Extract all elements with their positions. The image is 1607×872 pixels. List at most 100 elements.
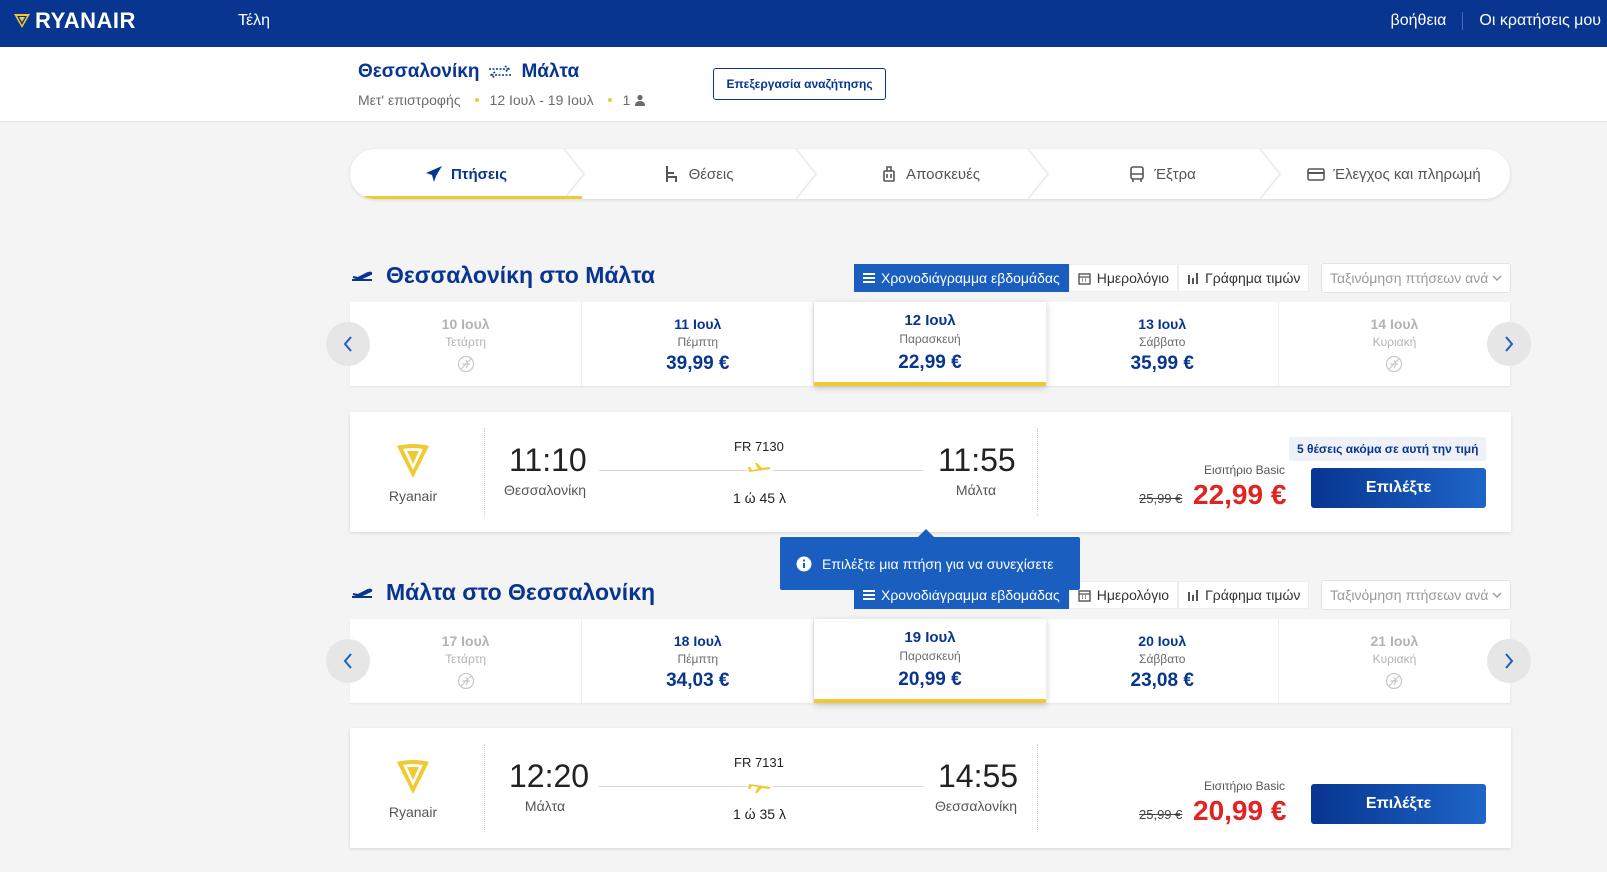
search-summary: Θεσσαλονίκη Μάλτα Μετ' επιστροφής 12 Ιου… [0,47,1607,122]
date-cell[interactable]: 18 Ιουλ Πέμπτη 34,03 € [582,619,815,703]
date-label: 17 Ιουλ [441,633,490,649]
airline-name: Ryanair [388,804,438,820]
date-cell-selected[interactable]: 19 Ιουλ Παρασκευή 20,99 € [814,619,1047,703]
chevron-down-icon [1492,275,1502,281]
ryanair-logo[interactable]: RYANAIR [12,8,136,34]
date-price: 39,99 € [666,353,730,374]
tab-calendar[interactable]: Ημερολόγιο [1068,581,1179,609]
sort-placeholder: Ταξινόμηση πτήσεων ανά [1330,587,1489,603]
chevron-left-icon [343,336,352,352]
step-label: Έλεγχος και πληρωμή [1333,165,1481,183]
airline-info: Ryanair [370,756,456,820]
flight-number: FR 7130 [734,439,784,454]
chevron-right-icon [1505,336,1514,352]
round-trip-arrows-icon [489,65,512,79]
old-price: 25,99 € [1139,807,1183,822]
harp-logo-icon [14,14,30,28]
top-navigation-bar: RYANAIR Τέλη βοήθεια Οι κρατήσεις μου [0,0,1607,47]
step-checkout[interactable]: Έλεγχος και πληρωμή [1278,149,1510,199]
ticket-type: Εισιτήριο Basic [1204,779,1285,793]
origin-city: Θεσσαλονίκη [358,61,480,82]
bar-chart-icon [1188,273,1199,284]
tab-price-chart[interactable]: Γράφημα τιμών [1178,581,1310,609]
step-label: Αποσκευές [905,165,981,183]
date-label: 12 Ιουλ [904,312,956,329]
section-title-text: Θεσσαλονίκη στο Μάλτα [386,262,656,288]
weekday-label: Τετάρτη [445,335,487,349]
top-right-links: βοήθεια Οι κρατήσεις μου [1391,12,1607,30]
date-cell[interactable]: 11 Ιουλ Πέμπτη 39,99 € [582,302,815,386]
flight-duration: 1 ώ 45 λ [733,490,786,506]
step-label: Πτήσεις [450,165,508,183]
flight-plane-icon [747,462,773,478]
ryanair-harp-icon [397,444,429,478]
tab-week-schedule[interactable]: Χρονοδιάγραμμα εβδομάδας [854,264,1069,292]
card-divider [484,428,485,516]
weekday-label: Πέμπτη [677,652,719,666]
date-cell[interactable]: 13 Ιουλ Σάββατο 35,99 € [1047,302,1279,386]
luggage-icon [880,165,898,183]
arrival-city: Θεσσαλονίκη [935,798,1017,814]
flight-price: 20,99 € [1193,795,1287,826]
date-cell: 10 Ιουλ Τετάρτη [350,302,583,386]
outbound-view-tabs: Χρονοδιάγραμμα εβδομάδας Ημερολόγιο Γράφ… [854,264,1310,292]
step-luggage[interactable]: Αποσκευές [814,149,1050,199]
weekday-label: Τετάρτη [445,652,487,666]
chevron-down-icon [1492,592,1502,598]
trip-dates: 12 Ιουλ - 19 Ιουλ [489,92,594,108]
card-icon [1307,165,1326,183]
card-divider [1037,744,1038,832]
flight-number: FR 7131 [734,755,784,770]
date-label: 13 Ιουλ [1138,316,1187,332]
carousel-prev-button[interactable] [326,639,370,683]
date-price: 23,08 € [1130,670,1194,691]
ticket-type: Εισιτήριο Basic [1204,463,1285,477]
passenger-count: 1 [622,92,631,108]
step-extras[interactable]: Έξτρα [1046,149,1282,199]
tab-label: Ημερολόγιο [1096,587,1170,603]
weekday-label: Κυριακή [1372,335,1417,349]
step-flights[interactable]: Πτήσεις [350,149,586,199]
sort-dropdown[interactable]: Ταξινόμηση πτήσεων ανά [1321,263,1511,293]
destination-city: Μάλτα [521,61,580,82]
date-label: 19 Ιουλ [904,629,956,646]
flight-duration: 1 ώ 35 λ [733,806,786,822]
carousel-next-button[interactable] [1487,639,1531,683]
tooltip-text: Επιλέξτε μια πτήση για να συνεχίσετε [822,555,1054,572]
fees-link[interactable]: Τέλη [238,12,271,29]
date-cell-selected[interactable]: 12 Ιουλ Παρασκευή 22,99 € [814,302,1047,386]
edit-search-button[interactable]: Επεξεργασία αναζήτησης [713,68,886,100]
airline-name: Ryanair [388,488,438,504]
outbound-flight-card[interactable]: Ryanair 11:10 Θεσσαλονίκη FR 7130 1 ώ 45… [350,412,1511,532]
inbound-section-title: Μάλτα στο Θεσσαλονίκη [350,579,655,606]
weekday-label: Σάββατο [1139,335,1186,349]
inbound-flight-card[interactable]: Ryanair 12:20 Μάλτα FR 7131 1 ώ 35 λ 14:… [350,728,1511,848]
plane-icon [425,165,443,183]
arrival-city: Μάλτα [955,482,997,498]
weekday-label: Σάββατο [1139,652,1186,666]
sort-dropdown[interactable]: Ταξινόμηση πτήσεων ανά [1321,580,1511,610]
carousel-next-button[interactable] [1487,322,1531,366]
select-flight-button[interactable]: Επιλέξτε [1311,784,1486,824]
date-label: 14 Ιουλ [1370,316,1419,332]
tab-price-chart[interactable]: Γράφημα τιμών [1178,264,1310,292]
chevron-left-icon [343,653,352,669]
seat-icon [663,165,681,183]
tab-calendar[interactable]: Ημερολόγιο [1068,264,1179,292]
weekday-label: Παρασκευή [899,649,961,663]
departure-time: 11:10 [509,442,587,478]
departure-city: Θεσσαλονίκη [504,482,586,498]
flight-plane-icon [747,778,773,794]
trip-type: Μετ' επιστροφής [358,92,461,108]
step-seats[interactable]: Θέσεις [582,149,818,199]
help-link[interactable]: βοήθεια [1390,12,1447,29]
departure-time: 12:20 [509,758,590,794]
select-flight-button[interactable]: Επιλέξτε [1311,468,1486,508]
date-cell: 14 Ιουλ Κυριακή [1279,302,1512,386]
my-bookings-link[interactable]: Οι κρατήσεις μου [1479,12,1601,29]
date-cell[interactable]: 20 Ιουλ Σάββατο 23,08 € [1047,619,1279,703]
carousel-prev-button[interactable] [326,322,370,366]
ryanair-harp-icon [397,760,429,794]
flight-price: 22,99 € [1193,479,1287,510]
outbound-section-title: Θεσσαλονίκη στο Μάλτα [350,262,655,289]
